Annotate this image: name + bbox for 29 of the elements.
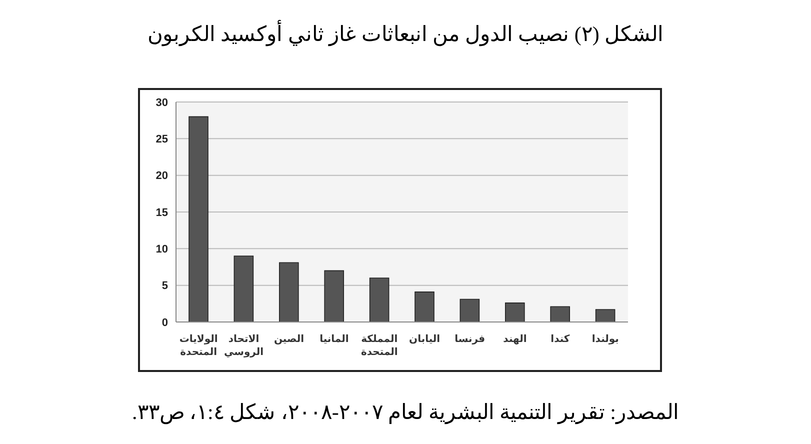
x-tick-label: بولندا (592, 334, 619, 345)
x-tick-label: المانيا (320, 334, 349, 345)
bar (279, 262, 299, 322)
chart-title: الشكل (٢) نصيب الدول من انبعاثات غاز ثاني أوكسيد الكربون (146, 22, 665, 47)
x-tick-label: الصين (274, 334, 304, 345)
y-tick-label: 25 (156, 134, 168, 146)
bar (414, 292, 434, 322)
x-tick-label: اليابان (409, 334, 440, 345)
y-tick-label: 0 (162, 316, 168, 329)
bar (324, 270, 344, 322)
y-tick-label: 5 (162, 280, 168, 292)
bar (550, 306, 570, 322)
bar (234, 256, 254, 322)
x-tick-label: الهند (503, 334, 527, 345)
y-tick-label: 10 (156, 244, 168, 256)
text: المصدر: تقرير التنمية البشرية لعام ٢٠٠٧-٢٠٠٨، شكل ١:٤، ص٣٣. (131, 400, 680, 425)
bar (595, 309, 616, 322)
bar (369, 278, 390, 322)
bar (505, 302, 525, 322)
y-tick-label: 30 (156, 96, 168, 109)
x-tick-label: المملكة المتحدة (360, 334, 398, 358)
x-tick-label: فرنسا (454, 334, 486, 345)
x-tick-label: الاتحاد الروسي (224, 334, 264, 358)
y-tick-label: 15 (156, 206, 168, 219)
bar (460, 298, 480, 322)
x-tick-label: كندا (550, 334, 570, 345)
x-tick-label: الولايات المتحدة (179, 334, 218, 358)
bar (188, 116, 208, 322)
y-tick-label: 20 (156, 170, 168, 182)
